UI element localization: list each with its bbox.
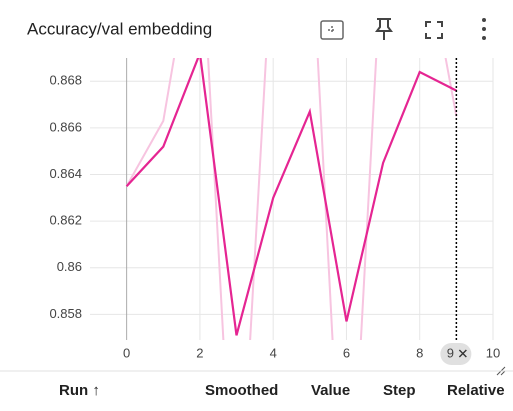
close-icon — [458, 349, 467, 358]
x-tick-label: 2 — [196, 345, 203, 360]
menu-icon[interactable] — [482, 18, 486, 40]
column-header: Step — [383, 382, 416, 399]
column-header: Value — [311, 382, 350, 399]
fit-icon[interactable] — [320, 20, 344, 40]
x-tick-label: 10 — [486, 345, 500, 360]
x-tick-label: 0 — [123, 345, 130, 360]
y-tick-label: 0.864 — [49, 166, 82, 181]
card-title: Accuracy/val embedding — [27, 19, 212, 38]
column-header: Run ↑ — [59, 382, 100, 399]
line-series — [125, 58, 457, 336]
column-header: Relative — [447, 382, 505, 399]
x-tick-label: 8 — [416, 345, 423, 360]
column-header: Smoothed — [205, 382, 278, 399]
fullscreen-icon[interactable] — [425, 21, 443, 39]
y-tick-label: 0.868 — [49, 73, 82, 88]
y-tick-label: 0.862 — [49, 213, 82, 228]
hover-step: 9 — [447, 345, 454, 360]
x-tick-label: 6 — [343, 345, 350, 360]
y-tick-label: 0.86 — [57, 259, 82, 274]
pin-icon[interactable] — [375, 18, 393, 40]
hover-chip — [440, 343, 472, 365]
y-tick-label: 0.866 — [49, 119, 82, 134]
y-tick-label: 0.858 — [49, 306, 82, 321]
x-tick-label: 4 — [270, 345, 277, 360]
line-series — [125, 58, 458, 340]
